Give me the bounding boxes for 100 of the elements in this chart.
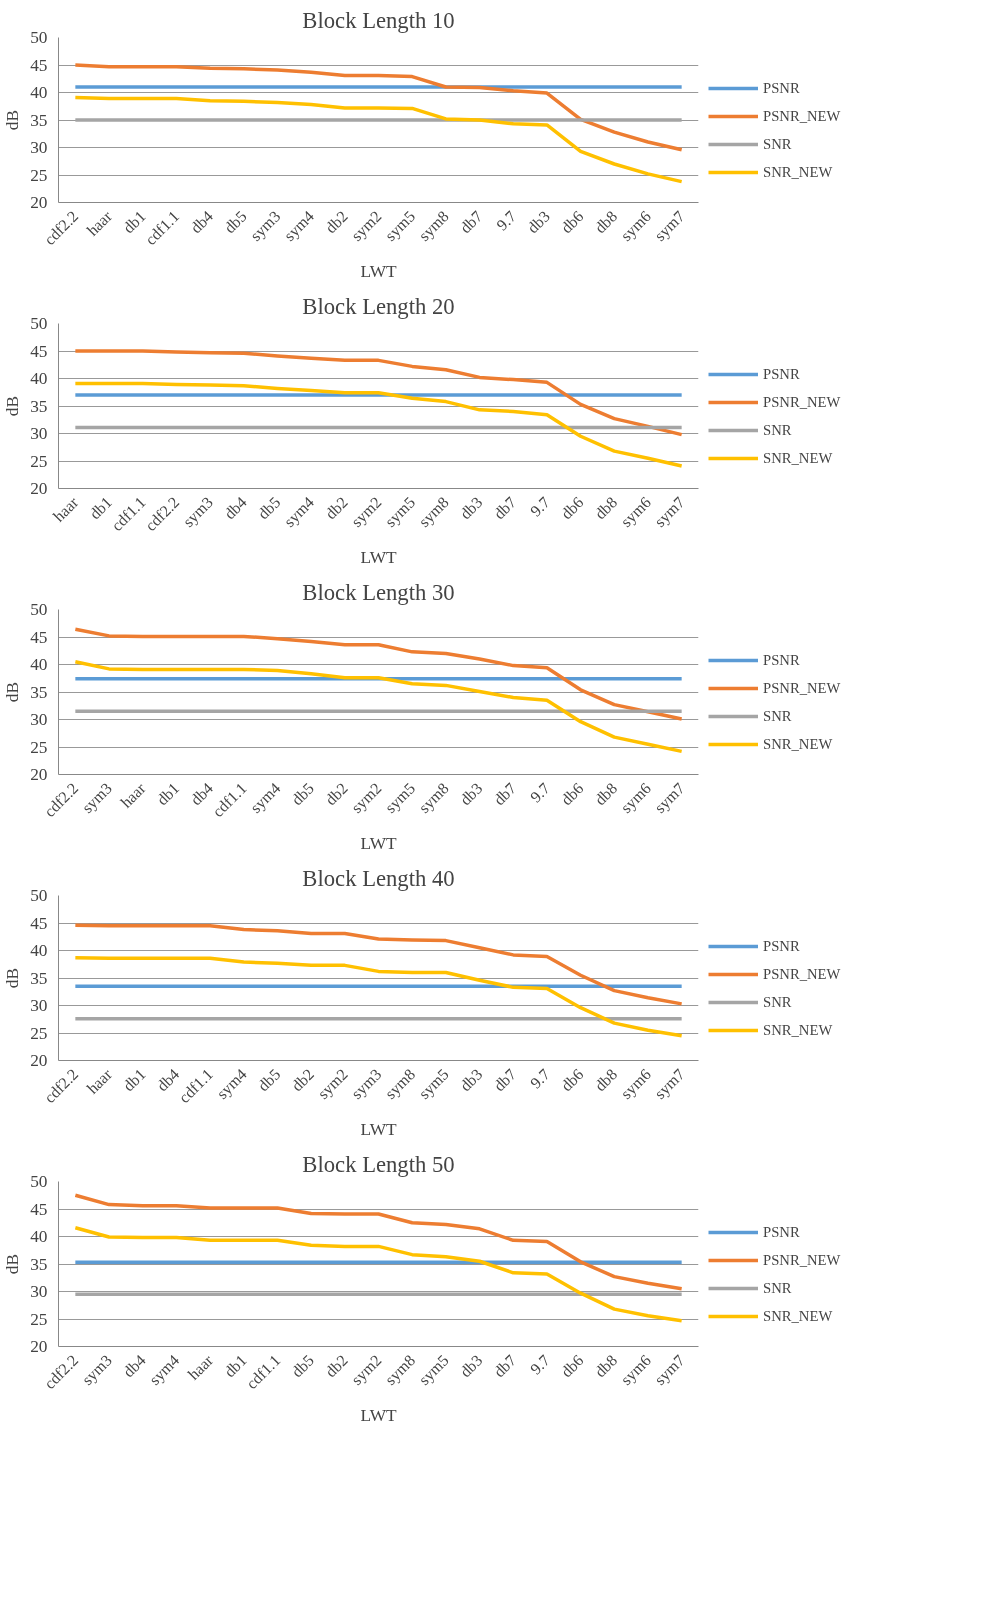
x-axis-title: LWT <box>360 548 398 568</box>
x-tick-label: db4 <box>119 1351 149 1381</box>
x-axis-title: LWT <box>360 1406 398 1426</box>
x-tick-label: db6 <box>557 493 587 523</box>
y-tick-label: 25 <box>30 165 48 185</box>
legend-label: PSNR_NEW <box>763 679 841 697</box>
y-tick-label: 40 <box>30 369 48 388</box>
x-tick-label: db1 <box>119 1065 149 1095</box>
x-tick-label: db8 <box>591 207 621 237</box>
legend-label: SNR <box>763 993 792 1011</box>
chart-title: Block Length 20 <box>302 293 455 319</box>
legend-label: PSNR_NEW <box>763 393 841 411</box>
y-axis-title: dB <box>3 1253 23 1275</box>
x-tick-label: db5 <box>220 207 250 237</box>
y-tick-label: 25 <box>30 1023 48 1043</box>
y-tick-label: 35 <box>30 968 48 988</box>
y-axis-title: dB <box>3 395 23 417</box>
x-tick-label: db7 <box>490 779 520 809</box>
x-tick-label: db1 <box>220 1351 250 1381</box>
x-tick-label: db8 <box>591 1065 621 1095</box>
legend-label: PSNR <box>763 1223 800 1241</box>
y-tick-label: 35 <box>30 1254 48 1274</box>
legend-label: SNR <box>763 135 792 153</box>
y-tick-label: 50 <box>30 886 48 905</box>
legend-label: PSNR <box>763 79 800 97</box>
y-tick-label: 25 <box>30 451 48 471</box>
x-tick-label: 9.7 <box>526 779 553 806</box>
y-tick-label: 45 <box>30 1199 48 1219</box>
x-tick-label: db3 <box>456 1351 486 1381</box>
y-tick-label: 35 <box>30 396 48 416</box>
y-tick-label: 25 <box>30 1309 48 1329</box>
x-tick-label: db3 <box>456 779 486 809</box>
x-tick-label: 9.7 <box>526 493 553 520</box>
y-tick-label: 40 <box>30 83 48 102</box>
chart-title: Block Length 30 <box>302 579 455 605</box>
x-tick-label: db3 <box>523 207 553 237</box>
x-tick-label: db7 <box>490 1065 520 1095</box>
y-tick-label: 45 <box>30 913 48 933</box>
x-tick-label: db8 <box>591 1351 621 1381</box>
y-tick-label: 30 <box>30 1282 48 1301</box>
y-tick-label: 20 <box>30 193 48 212</box>
y-tick-label: 30 <box>30 424 48 443</box>
legend-label: SNR <box>763 421 792 439</box>
x-tick-label: 9.7 <box>526 1351 553 1378</box>
y-tick-label: 35 <box>30 682 48 702</box>
x-tick-label: db4 <box>187 207 217 237</box>
y-tick-label: 20 <box>30 765 48 784</box>
legend-label: SNR_NEW <box>763 449 833 467</box>
legend-label: PSNR <box>763 937 800 955</box>
y-tick-label: 40 <box>30 655 48 674</box>
x-tick-label: db2 <box>288 1065 318 1095</box>
x-tick-label: db7 <box>490 493 520 523</box>
legend-label: PSNR_NEW <box>763 965 841 983</box>
x-axis-title: LWT <box>360 262 398 282</box>
y-tick-label: 30 <box>30 996 48 1015</box>
x-tick-label: db6 <box>557 779 587 809</box>
x-tick-label: db6 <box>557 207 587 237</box>
y-tick-label: 40 <box>30 1227 48 1246</box>
legend-label: PSNR <box>763 365 800 383</box>
x-tick-label: db4 <box>153 1065 183 1095</box>
x-tick-label: db3 <box>456 493 486 523</box>
y-tick-label: 20 <box>30 1051 48 1070</box>
y-axis-title: dB <box>3 681 23 703</box>
y-tick-label: 40 <box>30 941 48 960</box>
legend-label: SNR_NEW <box>763 163 833 181</box>
x-tick-label: db5 <box>254 1065 284 1095</box>
x-tick-label: 9.7 <box>526 1065 553 1092</box>
y-axis-title: dB <box>3 109 23 131</box>
x-tick-label: db7 <box>456 207 486 237</box>
x-tick-label: db2 <box>321 779 351 809</box>
x-tick-label: db2 <box>321 493 351 523</box>
y-tick-label: 50 <box>30 314 48 333</box>
x-tick-label: db3 <box>456 1065 486 1095</box>
x-axis-title: LWT <box>360 834 398 854</box>
x-tick-label: db4 <box>187 779 217 809</box>
x-tick-label: db5 <box>288 779 318 809</box>
legend-label: SNR <box>763 1279 792 1297</box>
x-tick-label: db1 <box>119 207 149 237</box>
legend-label: PSNR_NEW <box>763 1251 841 1269</box>
x-tick-label: db5 <box>288 1351 318 1381</box>
x-tick-label: db2 <box>321 207 351 237</box>
y-tick-label: 20 <box>30 1337 48 1356</box>
x-axis-title: LWT <box>360 1120 398 1140</box>
y-tick-label: 50 <box>30 600 48 619</box>
x-tick-label: haar <box>184 1351 217 1383</box>
x-tick-label: db8 <box>591 779 621 809</box>
x-tick-label: db2 <box>321 1351 351 1381</box>
x-tick-label: haar <box>83 1065 116 1097</box>
y-tick-label: 30 <box>30 138 48 157</box>
x-tick-label: haar <box>83 207 116 239</box>
y-tick-label: 45 <box>30 341 48 361</box>
y-tick-label: 35 <box>30 110 48 130</box>
x-tick-label: db1 <box>153 779 183 809</box>
x-tick-label: db5 <box>254 493 284 523</box>
legend-label: SNR_NEW <box>763 735 833 753</box>
y-tick-label: 25 <box>30 737 48 757</box>
x-tick-label: db6 <box>557 1065 587 1095</box>
chart-title: Block Length 10 <box>302 7 455 33</box>
legend-label: SNR <box>763 707 792 725</box>
x-tick-label: db7 <box>490 1351 520 1381</box>
